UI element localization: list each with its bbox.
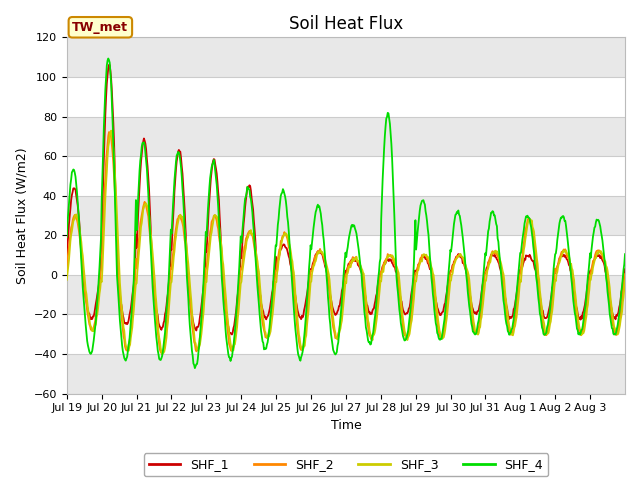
Bar bbox=[67, 37, 625, 77]
SHF_1 bbox=[232, 306, 240, 312]
Bar bbox=[67, 117, 625, 156]
Bar bbox=[67, 196, 625, 235]
SHF_3 bbox=[405, 333, 413, 339]
SHF_2 bbox=[232, 320, 240, 325]
SHF_2 bbox=[129, 303, 137, 309]
SHF_2 bbox=[621, 271, 629, 277]
SHF_4 bbox=[405, 322, 413, 327]
SHF_1 bbox=[260, 314, 268, 320]
SHF_4 bbox=[232, 308, 240, 314]
SHF_2 bbox=[260, 327, 268, 333]
SHF_2 bbox=[63, 267, 70, 273]
SHF_4 bbox=[63, 234, 70, 240]
SHF_3 bbox=[108, 128, 115, 133]
Bar bbox=[67, 275, 625, 314]
SHF_4 bbox=[191, 365, 198, 371]
SHF_4 bbox=[436, 337, 444, 343]
SHF_2 bbox=[405, 328, 413, 334]
Line: SHF_4: SHF_4 bbox=[67, 59, 625, 368]
SHF_3 bbox=[158, 351, 166, 357]
SHF_2 bbox=[158, 352, 166, 358]
Text: TW_met: TW_met bbox=[72, 21, 129, 34]
Line: SHF_2: SHF_2 bbox=[67, 132, 625, 355]
SHF_4 bbox=[129, 289, 137, 295]
SHF_1 bbox=[436, 312, 444, 318]
Legend: SHF_1, SHF_2, SHF_3, SHF_4: SHF_1, SHF_2, SHF_3, SHF_4 bbox=[143, 453, 548, 476]
SHF_1 bbox=[405, 306, 413, 312]
Y-axis label: Soil Heat Flux (W/m2): Soil Heat Flux (W/m2) bbox=[15, 147, 28, 284]
SHF_4 bbox=[260, 347, 268, 352]
SHF_1 bbox=[105, 62, 113, 68]
SHF_1 bbox=[63, 254, 70, 260]
SHF_3 bbox=[129, 315, 137, 321]
SHF_2 bbox=[436, 334, 444, 340]
SHF_4 bbox=[104, 56, 112, 61]
SHF_1 bbox=[129, 287, 137, 293]
SHF_3 bbox=[621, 277, 629, 283]
Title: Soil Heat Flux: Soil Heat Flux bbox=[289, 15, 403, 33]
SHF_3 bbox=[260, 321, 268, 327]
Line: SHF_1: SHF_1 bbox=[67, 65, 625, 335]
SHF_2 bbox=[105, 129, 113, 135]
SHF_2 bbox=[281, 231, 289, 237]
SHF_1 bbox=[621, 266, 629, 272]
SHF_3 bbox=[436, 330, 444, 336]
SHF_4 bbox=[621, 251, 629, 257]
SHF_4 bbox=[281, 193, 289, 199]
X-axis label: Time: Time bbox=[330, 419, 361, 432]
Line: SHF_3: SHF_3 bbox=[67, 131, 625, 354]
SHF_3 bbox=[281, 232, 289, 238]
SHF_1 bbox=[228, 332, 236, 337]
SHF_1 bbox=[281, 244, 289, 250]
SHF_3 bbox=[232, 330, 240, 336]
Bar bbox=[67, 354, 625, 394]
SHF_3 bbox=[63, 277, 70, 283]
